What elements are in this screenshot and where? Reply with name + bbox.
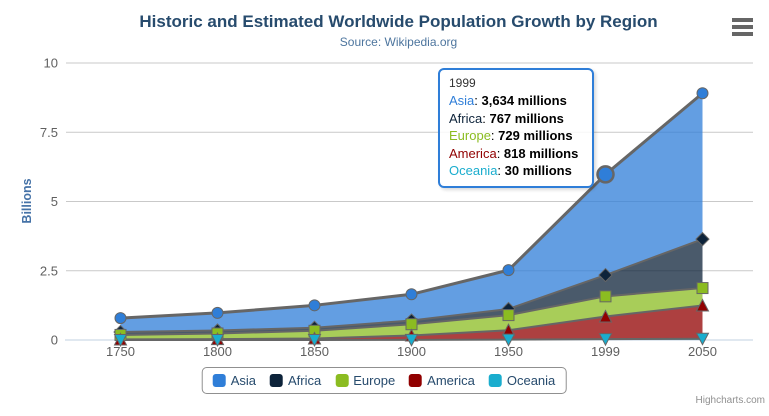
x-axis-label: 1800 xyxy=(203,344,232,359)
hovered-point-marker[interactable] xyxy=(596,165,615,184)
tooltip-row-oceania: Oceania: 30 millions xyxy=(449,163,572,178)
legend: Asia Africa Europe America Oceania xyxy=(201,367,567,394)
tooltip-row-america: America: 818 millions xyxy=(449,145,579,161)
tooltip-header: 1999 xyxy=(449,76,476,90)
chart-subtitle: Source: Wikipedia.org xyxy=(339,35,458,49)
tooltip-series-value: 818 millions xyxy=(503,145,579,161)
point-marker-asia-1950[interactable] xyxy=(502,264,515,277)
point-marker-america-2050[interactable] xyxy=(695,298,710,312)
y-axis-label: 0 xyxy=(51,333,58,348)
legend-swatch-icon xyxy=(409,374,423,387)
point-marker-asia-1850[interactable] xyxy=(308,299,321,312)
tooltip: 1999 Asia: 3,634 millions Africa: 767 mil… xyxy=(438,68,594,188)
point-marker-asia-1800[interactable] xyxy=(211,306,224,319)
hamburger-menu-icon xyxy=(731,17,753,22)
legend-swatch-icon xyxy=(488,374,502,387)
tooltip-row-europe: Europe: 729 millions xyxy=(449,128,573,143)
x-axis-label: 1900 xyxy=(397,344,426,359)
tooltip-row-asia: Asia: 3,634 millions xyxy=(449,93,567,108)
tooltip-series-value: 3,634 millions xyxy=(481,93,567,108)
legend-swatch-icon xyxy=(212,374,226,387)
point-marker-asia-1900[interactable] xyxy=(405,288,418,301)
point-marker-oceania-1900[interactable] xyxy=(404,333,419,347)
point-marker-oceania-2050[interactable] xyxy=(695,332,710,346)
tooltip-series-value: 729 millions xyxy=(498,128,573,143)
point-marker-europe-1950[interactable] xyxy=(502,309,515,322)
point-marker-europe-1999[interactable] xyxy=(599,290,612,303)
legend-swatch-icon xyxy=(270,374,284,387)
legend-label: Oceania xyxy=(506,373,556,388)
tooltip-series-name: Oceania xyxy=(449,163,498,178)
tooltip-series-name: Europe xyxy=(449,128,491,143)
y-axis-label: 10 xyxy=(44,56,58,71)
point-marker-oceania-1850[interactable] xyxy=(307,333,322,348)
legend-swatch-icon xyxy=(335,374,349,387)
legend-label: Europe xyxy=(353,373,396,388)
tooltip-series-name: Africa xyxy=(449,110,483,126)
legend-label: America xyxy=(427,373,475,388)
point-marker-europe-1900[interactable] xyxy=(405,318,418,331)
tooltip-series-value: 767 millions xyxy=(489,110,564,126)
point-marker-oceania-1950[interactable] xyxy=(501,333,516,347)
legend-item-america[interactable]: America xyxy=(409,373,475,388)
tooltip-series-name: America xyxy=(449,145,497,161)
hamburger-menu-icon xyxy=(731,31,753,36)
point-marker-europe-2050[interactable] xyxy=(696,282,709,295)
point-marker-africa-2050[interactable] xyxy=(695,231,710,247)
yaxis-title: Billions xyxy=(20,178,34,224)
x-axis-label: 1750 xyxy=(106,344,135,359)
x-axis-label: 2050 xyxy=(688,344,717,359)
point-marker-america-1999[interactable] xyxy=(598,309,613,323)
x-axis-label: 1850 xyxy=(300,344,329,359)
legend-label: Africa xyxy=(288,373,322,388)
point-marker-oceania-1750[interactable] xyxy=(113,333,128,348)
legend-item-europe[interactable]: Europe xyxy=(335,373,395,388)
legend-label: Asia xyxy=(230,373,257,388)
legend-item-oceania[interactable]: Oceania xyxy=(488,373,556,388)
y-axis-label: 5 xyxy=(51,194,58,209)
credits-link[interactable]: Highcharts.com xyxy=(695,395,765,406)
tooltip-series-name: Asia xyxy=(449,93,475,108)
area-band-africa[interactable] xyxy=(120,239,703,335)
point-marker-asia-1750[interactable] xyxy=(114,312,127,325)
hamburger-menu-icon xyxy=(731,24,753,29)
legend-item-africa[interactable]: Africa xyxy=(270,373,321,388)
point-marker-asia-2050[interactable] xyxy=(696,87,709,100)
export-menu-button[interactable] xyxy=(729,14,755,39)
x-axis-label: 1950 xyxy=(494,344,523,359)
area-band-asia[interactable] xyxy=(120,93,703,332)
y-axis-label: 7.5 xyxy=(40,125,58,140)
x-axis-label: 1999 xyxy=(591,344,620,359)
point-marker-oceania-1800[interactable] xyxy=(210,333,225,348)
tooltip-row-africa: Africa: 767 millions xyxy=(449,110,564,126)
legend-item-asia[interactable]: Asia xyxy=(212,373,257,388)
area-band-america[interactable] xyxy=(120,305,703,340)
chart-title: Historic and Estimated Worldwide Populat… xyxy=(139,12,658,31)
y-axis-label: 2.5 xyxy=(40,263,58,278)
tooltip-series-value: 30 millions xyxy=(504,163,572,178)
point-marker-africa-1999[interactable] xyxy=(598,267,613,283)
point-marker-oceania-1999[interactable] xyxy=(598,333,613,347)
